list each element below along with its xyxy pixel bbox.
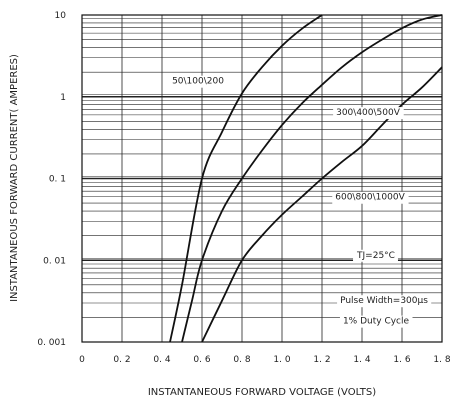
x-tick-label: 0. 4 [153,355,170,365]
x-tick-label: 1. 6 [393,355,410,365]
series-line-2 [181,14,443,343]
annotation-background [169,75,228,88]
y-tick-label: 0. 1 [49,175,66,185]
annotation-label: 1% Duty Cycle [343,317,410,327]
x-tick-label: 1. 2 [313,355,330,365]
plot-frame [81,14,443,343]
annotation-label: 50\100\200 [172,77,224,87]
annotation-label: TJ=25°C [356,251,395,261]
y-axis-title: INSTANTANEOUS FORWARD CURRENT( AMPERES) [9,54,20,302]
x-tick-label: 0. 8 [233,355,250,365]
annotation-background [337,295,432,308]
series-lines [169,14,443,343]
y-tick-label: 10 [55,11,67,21]
annotation-label: Pulse Width=300μs [340,296,428,306]
annotation-5: Pulse Width=300μs [337,295,432,308]
tick-labels: 0 0. 2 0. 4 0. 6 0. 8 1. 0 1. 2 1. 4 1. 6 1. 8 0. … [37,11,450,365]
annotation-background [332,191,409,204]
annotations: 50\100\200 300\400\500V 600\800\1000V TJ=25… [169,75,432,328]
y-tick-label: 0. 001 [37,338,66,348]
annotation-6: 1% Duty Cycle [339,315,413,328]
annotation-3: 600\800\1000V [332,191,409,204]
x-tick-label: 0 [79,355,85,365]
annotation-label: 300\400\500V [336,108,401,118]
annotation-background [333,107,404,120]
x-axis-title: INSTANTANEOUS FORWARD VOLTAGE (VOLTS) [148,387,376,398]
annotation-2: 300\400\500V [333,107,404,120]
grid [82,15,442,342]
annotation-background [353,249,398,262]
annotation-1: 50\100\200 [169,75,228,88]
x-tick-label: 1. 4 [353,355,370,365]
annotation-background [339,315,413,328]
x-tick-label: 1. 0 [273,355,290,365]
y-tick-label: 1 [60,93,66,103]
y-tick-label: 0. 01 [43,256,66,266]
series-line-1 [169,14,323,343]
x-tick-label: 0. 6 [193,355,210,365]
annotation-label: 600\800\1000V [335,193,405,203]
x-tick-label: 0. 2 [113,355,130,365]
series-line-3 [201,66,443,343]
x-tick-label: 1. 8 [433,355,450,365]
annotation-4: TJ=25°C [353,249,398,262]
